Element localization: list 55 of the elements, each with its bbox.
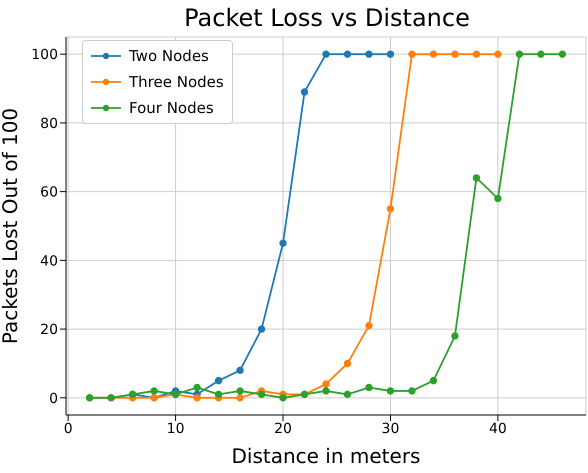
point xyxy=(322,50,330,58)
y-tick-label: 40 xyxy=(40,253,58,270)
point xyxy=(451,50,459,58)
point xyxy=(472,50,480,58)
chart-title: Packet Loss vs Distance xyxy=(183,4,471,32)
point xyxy=(214,376,222,384)
y-tick-label: 20 xyxy=(40,322,58,338)
point xyxy=(344,390,352,398)
point xyxy=(214,390,222,398)
point xyxy=(365,384,373,392)
point xyxy=(236,387,244,395)
point xyxy=(386,205,394,213)
legend-label: Two Nodes xyxy=(129,47,209,65)
point xyxy=(322,380,330,388)
point xyxy=(236,394,244,402)
point xyxy=(451,332,459,340)
y-tick-label: 80 xyxy=(40,116,58,132)
point xyxy=(236,366,244,374)
point xyxy=(279,239,287,247)
point xyxy=(365,50,373,58)
point xyxy=(472,174,480,182)
y-tick-label: 60 xyxy=(40,184,58,201)
point xyxy=(516,50,524,58)
point xyxy=(408,387,416,395)
point xyxy=(258,325,266,333)
legend-label: Three Nodes xyxy=(129,73,224,91)
point xyxy=(408,50,416,58)
point xyxy=(386,50,394,58)
point xyxy=(430,50,438,58)
point xyxy=(494,194,502,202)
y-tick-label: 100 xyxy=(31,47,58,64)
point xyxy=(344,360,352,368)
point xyxy=(558,50,566,58)
point xyxy=(279,394,287,402)
point xyxy=(193,384,201,392)
point xyxy=(430,376,438,384)
point xyxy=(300,88,308,96)
point xyxy=(150,387,158,395)
point xyxy=(322,387,330,395)
point xyxy=(193,394,201,402)
x-tick-label: 40 xyxy=(488,420,507,437)
point xyxy=(537,50,545,58)
x-tick-label: 0 xyxy=(64,420,73,437)
x-tick-label: 10 xyxy=(166,420,184,437)
point xyxy=(494,50,502,58)
y-axis-title: Packets Lost Out of 100 xyxy=(0,108,22,344)
legend-label: Four Nodes xyxy=(129,99,214,117)
point xyxy=(365,322,373,330)
x-axis-title: Distance in meters xyxy=(232,444,420,468)
y-tick-label: 0 xyxy=(49,390,58,407)
x-tick-label: 20 xyxy=(274,420,292,437)
x-tick-label: 30 xyxy=(382,420,400,437)
point xyxy=(344,50,352,58)
point xyxy=(258,390,266,398)
point xyxy=(386,387,394,395)
